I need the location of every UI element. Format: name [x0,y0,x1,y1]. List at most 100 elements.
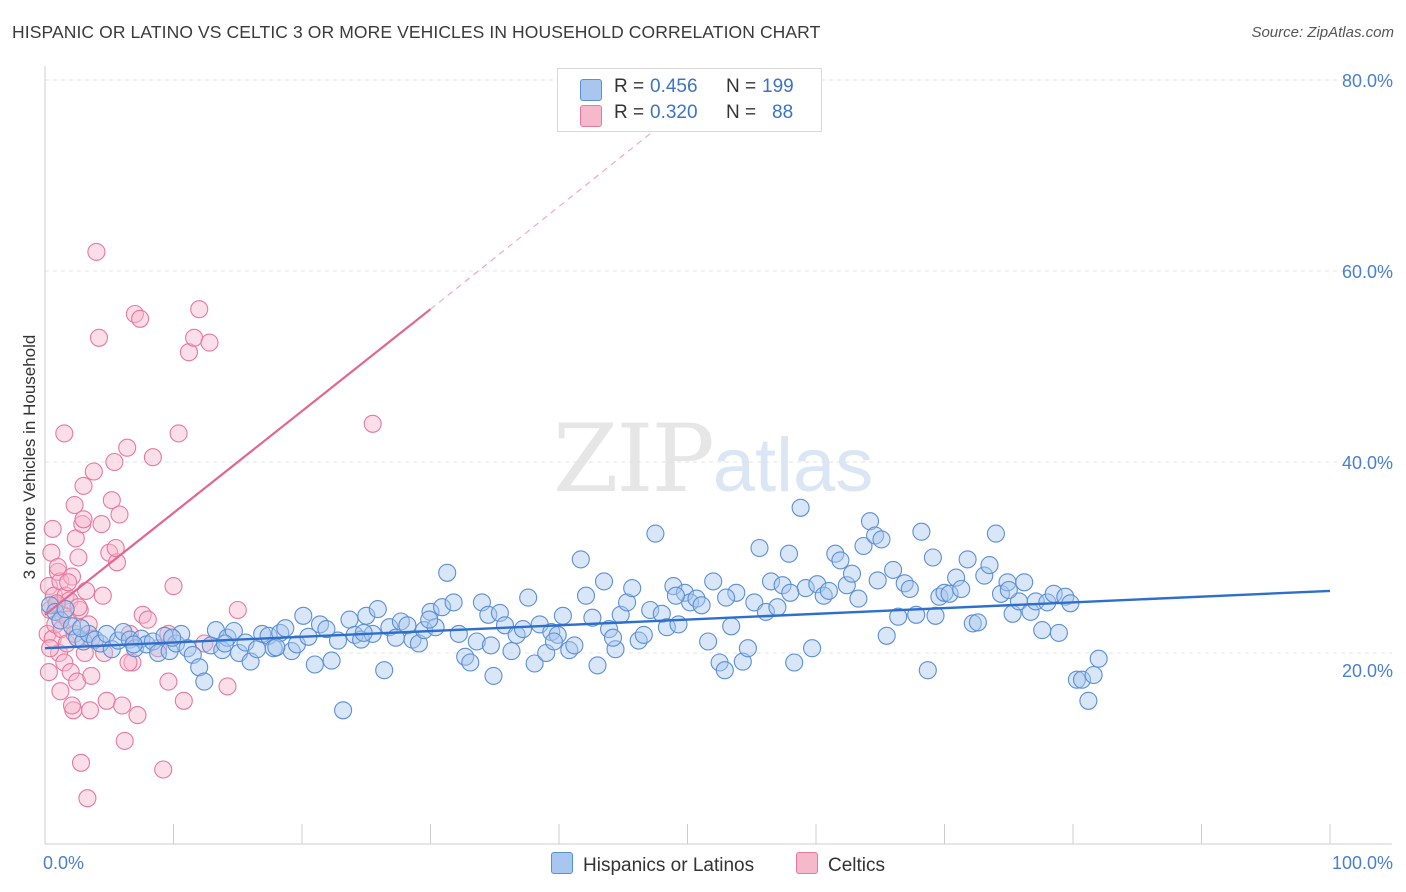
grid-lines [45,79,1392,654]
legend-r-value: 0.320 [650,102,698,123]
hispanic-point-192 [603,628,623,647]
hispanic-point-71 [449,624,468,643]
celtics-point-31 [78,789,97,808]
x-tick-label-0: 0.0% [43,853,84,873]
hispanic-point-19 [149,643,168,663]
legend-r-label: R = [614,102,645,123]
hispanic-point-48 [317,620,336,639]
hispanic-point-169 [1015,573,1034,592]
hispanic-point-190 [481,636,500,655]
watermark-atlas: atlas [712,423,874,508]
hispanic-point-79 [495,616,515,635]
hispanic-point-106 [652,604,671,623]
hispanic-point-80 [502,642,521,661]
hispanic-point-182 [1089,649,1108,668]
hispanic-point-69 [438,563,457,582]
hispanic-point-193 [666,586,685,605]
hispanic-point-27 [195,672,214,691]
celtics-point-38 [92,515,111,534]
hispanic-point-123 [750,538,769,558]
hispanic-point-107 [657,618,676,637]
hispanic-point-115 [704,572,723,591]
legend-label-celtics: Celtics [828,855,886,876]
hispanic-point-100 [618,593,637,612]
celtics-points [38,242,382,808]
hispanic-point-95 [588,656,607,675]
celtics-point-41 [100,543,119,562]
hispanic-point-128 [779,544,799,563]
hispanic-point-97 [600,620,619,639]
hispanic-point-129 [785,653,804,672]
hispanic-point-137 [831,551,850,570]
legend-n-label: N = [726,102,757,123]
celtics-point-74 [74,510,93,529]
legend-r-label: R = [614,76,645,97]
hispanic-point-91 [565,636,584,655]
hispanic-point-159 [958,550,977,569]
hispanic-point-109 [669,615,688,634]
celtics-point-56 [143,448,162,467]
hispanic-point-139 [842,564,862,583]
y-axis-label: 3 or more Vehicles in Household [20,335,39,580]
hispanic-point-18 [143,632,162,651]
celtics-point-0 [38,624,57,643]
legend-n-label: N = [726,76,757,97]
celtics-point-66 [195,634,214,653]
hispanic-point-57 [368,600,387,619]
celtics-point-53 [131,309,150,328]
celtics-point-42 [102,491,121,510]
celtics-point-61 [169,424,188,443]
hispanic-point-144 [872,530,891,549]
hispanic-point-145 [877,626,896,645]
legend-item-celtics: Celtics [796,852,885,877]
celtics-point-72 [43,519,62,538]
hispanic-point-26 [190,658,209,677]
celtics-point-70 [55,424,74,443]
hispanic-point-76 [479,605,498,624]
hispanic-point-4 [62,617,82,636]
celtics-point-84 [62,696,82,715]
hispanic-point-101 [623,579,642,598]
hispanic-point-36 [247,640,267,659]
hispanic-point-117 [715,661,734,680]
hispanic-point-68 [433,598,452,617]
watermark: ZIPatlas [553,405,873,514]
hispanic-point-153 [923,548,942,567]
celtics-trend-extension [430,103,688,310]
hispanic-point-189 [420,610,439,629]
hispanic-point-194 [717,588,736,607]
legend-label-hispanic: Hispanics or Latinos [583,855,755,876]
hispanic-point-13 [114,622,133,642]
hispanic-point-197 [926,606,945,625]
celtics-point-47 [115,731,134,750]
hispanic-point-191 [544,632,563,651]
celtics-point-82 [82,666,101,685]
hispanic-trend-line [44,589,1331,650]
hispanic-point-156 [940,584,959,603]
celtics-trend-line [44,308,432,616]
y-tick-label-0: 20.0% [1342,661,1393,681]
watermark-zip: ZIP [553,405,715,514]
legend-swatch-celtics [796,852,818,874]
source-label: Source: ZipAtlas.com [1251,24,1394,41]
x-tick-label-1: 100.0% [1332,853,1393,873]
celtics-point-40 [97,691,116,710]
hispanic-point-77 [484,666,503,685]
hispanic-point-72 [456,647,475,666]
hispanic-point-172 [1033,621,1052,640]
celtics-point-71 [65,495,84,515]
celtics-point-30 [77,581,96,600]
hispanic-point-187 [267,638,286,657]
hispanic-point-157 [947,568,966,587]
celtics-point-52 [128,706,147,725]
celtics-point-28 [74,476,93,495]
celtics-point-60 [164,577,183,596]
hispanic-point-83 [519,588,538,607]
celtics-point-65 [190,300,209,319]
hispanic-point-163 [980,556,999,575]
hispanic-point-103 [634,625,653,644]
hispanic-point-158 [952,579,971,599]
celtics-point-62 [174,691,193,710]
hispanic-point-74 [467,632,486,651]
